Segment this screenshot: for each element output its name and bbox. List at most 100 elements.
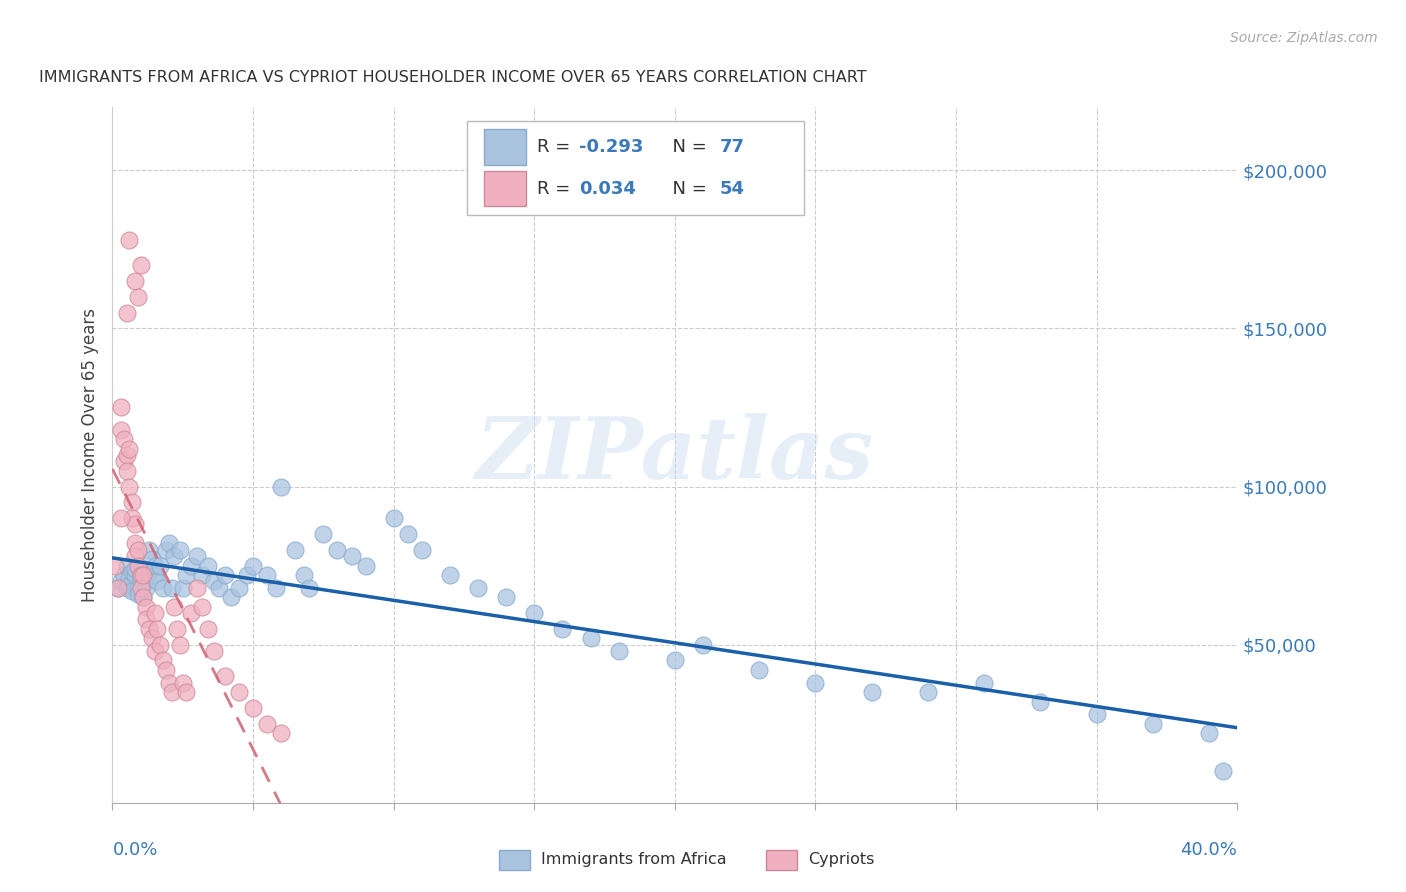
- Point: [172, 581, 194, 595]
- Point: [124, 517, 146, 532]
- Point: [132, 591, 155, 605]
- Point: [135, 571, 157, 585]
- Text: -0.293: -0.293: [579, 138, 644, 156]
- Point: [118, 577, 141, 591]
- Point: [804, 675, 827, 690]
- Point: [163, 599, 186, 614]
- Point: [202, 574, 225, 589]
- Text: 0.034: 0.034: [579, 179, 636, 198]
- Point: [439, 568, 461, 582]
- Point: [129, 258, 152, 272]
- Point: [155, 663, 177, 677]
- Point: [169, 638, 191, 652]
- Point: [411, 542, 433, 557]
- Point: [197, 558, 219, 573]
- Point: [149, 558, 172, 573]
- Point: [169, 542, 191, 557]
- Text: Immigrants from Africa: Immigrants from Africa: [541, 853, 727, 867]
- Point: [135, 599, 157, 614]
- Text: N =: N =: [661, 138, 713, 156]
- Text: IMMIGRANTS FROM AFRICA VS CYPRIOT HOUSEHOLDER INCOME OVER 65 YEARS CORRELATION C: IMMIGRANTS FROM AFRICA VS CYPRIOT HOUSEH…: [39, 70, 868, 85]
- Point: [115, 448, 138, 462]
- Point: [284, 542, 307, 557]
- Point: [396, 527, 419, 541]
- Point: [1142, 716, 1164, 731]
- Text: N =: N =: [661, 179, 713, 198]
- Point: [917, 685, 939, 699]
- Point: [270, 479, 292, 493]
- Point: [135, 581, 157, 595]
- Point: [127, 587, 149, 601]
- Text: 54: 54: [720, 179, 745, 198]
- Point: [1198, 726, 1220, 740]
- Point: [298, 581, 321, 595]
- Point: [157, 675, 180, 690]
- Point: [127, 558, 149, 573]
- Point: [242, 701, 264, 715]
- Point: [118, 442, 141, 456]
- Point: [143, 558, 166, 573]
- Point: [141, 552, 163, 566]
- Point: [141, 632, 163, 646]
- Point: [664, 653, 686, 667]
- Point: [127, 581, 149, 595]
- Point: [112, 568, 135, 582]
- Point: [202, 644, 225, 658]
- Point: [180, 558, 202, 573]
- Point: [256, 716, 278, 731]
- Point: [110, 423, 132, 437]
- Point: [228, 685, 250, 699]
- Point: [228, 581, 250, 595]
- Text: 0.0%: 0.0%: [112, 841, 157, 859]
- Point: [124, 568, 146, 582]
- Point: [107, 581, 129, 595]
- Point: [110, 511, 132, 525]
- Point: [523, 606, 546, 620]
- Point: [110, 574, 132, 589]
- Point: [121, 583, 143, 598]
- Point: [115, 464, 138, 478]
- Point: [138, 565, 160, 579]
- Point: [264, 581, 287, 595]
- Point: [607, 644, 630, 658]
- Point: [191, 599, 214, 614]
- Point: [860, 685, 883, 699]
- Point: [1029, 695, 1052, 709]
- Point: [191, 568, 214, 582]
- Point: [112, 454, 135, 468]
- Point: [172, 675, 194, 690]
- Point: [112, 432, 135, 446]
- Y-axis label: Householder Income Over 65 years: Householder Income Over 65 years: [82, 308, 100, 602]
- Text: R =: R =: [537, 138, 576, 156]
- Point: [340, 549, 363, 563]
- Point: [152, 653, 174, 667]
- Point: [174, 568, 197, 582]
- Point: [973, 675, 995, 690]
- Point: [104, 558, 127, 573]
- Point: [354, 558, 377, 573]
- Point: [382, 511, 405, 525]
- Text: 40.0%: 40.0%: [1181, 841, 1237, 859]
- Point: [110, 401, 132, 415]
- Point: [242, 558, 264, 573]
- Point: [495, 591, 517, 605]
- Point: [186, 549, 208, 563]
- Point: [312, 527, 335, 541]
- Point: [214, 669, 236, 683]
- Point: [160, 685, 183, 699]
- Point: [180, 606, 202, 620]
- Point: [143, 568, 166, 582]
- Point: [270, 726, 292, 740]
- Point: [146, 622, 169, 636]
- Point: [138, 622, 160, 636]
- Point: [326, 542, 349, 557]
- Point: [129, 568, 152, 582]
- Point: [236, 568, 259, 582]
- Point: [107, 581, 129, 595]
- Text: R =: R =: [537, 179, 576, 198]
- Point: [129, 568, 152, 582]
- Text: 77: 77: [720, 138, 745, 156]
- Point: [132, 577, 155, 591]
- Point: [146, 574, 169, 589]
- Point: [208, 581, 231, 595]
